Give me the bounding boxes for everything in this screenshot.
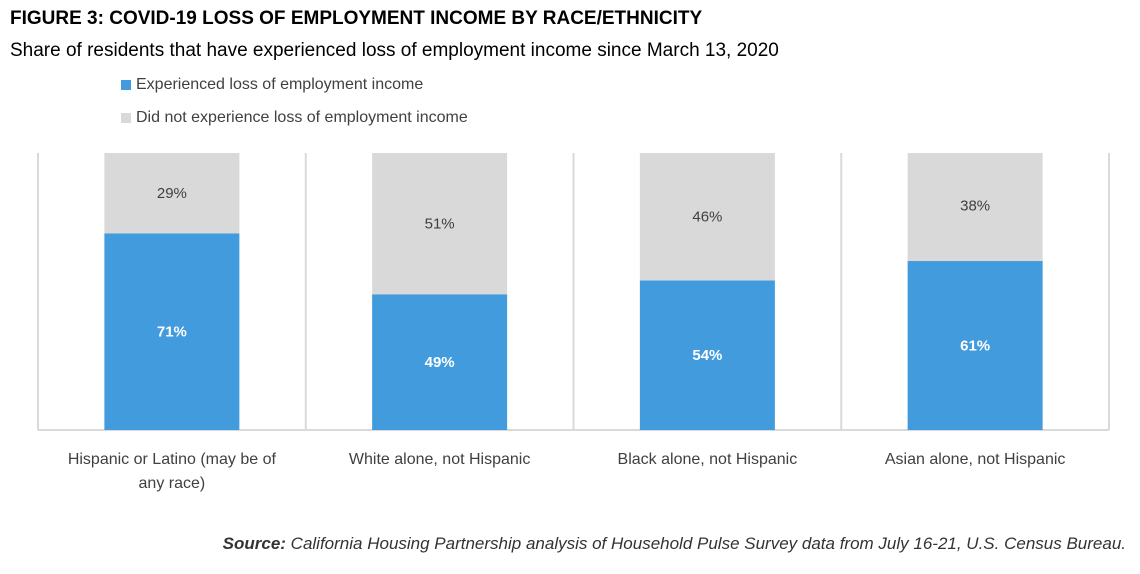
data-label: 54% <box>692 347 722 364</box>
x-tick-label: any race) <box>139 475 206 492</box>
source-label: Source: <box>222 534 286 553</box>
bar-segment-experienced <box>104 233 240 430</box>
data-label: 71% <box>157 324 187 341</box>
bar-segment-not-experienced <box>372 153 508 295</box>
legend-swatch-blue <box>121 80 131 90</box>
legend-item-experienced: Experienced loss of employment income <box>121 76 423 94</box>
data-label: 29% <box>157 185 187 202</box>
legend-item-not-experienced: Did not experience loss of employment in… <box>121 109 468 127</box>
x-tick-label: Black alone, not Hispanic <box>618 451 798 468</box>
bar-segment-experienced <box>372 294 508 430</box>
data-label: 61% <box>960 338 990 355</box>
legend-label: Experienced loss of employment income <box>136 76 424 93</box>
source-text: California Housing Partnership analysis … <box>285 534 1126 553</box>
legend-label: Did not experience loss of employment in… <box>136 109 468 126</box>
bar-segment-not-experienced <box>104 153 240 234</box>
data-label: 38% <box>960 198 990 215</box>
data-label: 51% <box>425 216 455 233</box>
x-tick-label: White alone, not Hispanic <box>349 451 530 468</box>
data-label: 46% <box>692 209 722 226</box>
chart-title: FIGURE 3: COVID-19 LOSS OF EMPLOYMENT IN… <box>10 8 703 29</box>
bar-segment-experienced <box>907 261 1043 430</box>
bar-segment-not-experienced <box>907 153 1043 262</box>
chart-subtitle: Share of residents that have experienced… <box>10 40 779 61</box>
source-note: Source: California Housing Partnership a… <box>223 534 1126 554</box>
x-tick-label: Hispanic or Latino (may be of <box>68 451 277 468</box>
bar-segment-experienced <box>639 280 775 430</box>
legend-swatch-grey <box>121 113 131 123</box>
data-label: 49% <box>425 354 455 371</box>
bar-segment-not-experienced <box>639 153 775 281</box>
x-tick-label: Asian alone, not Hispanic <box>885 451 1066 468</box>
